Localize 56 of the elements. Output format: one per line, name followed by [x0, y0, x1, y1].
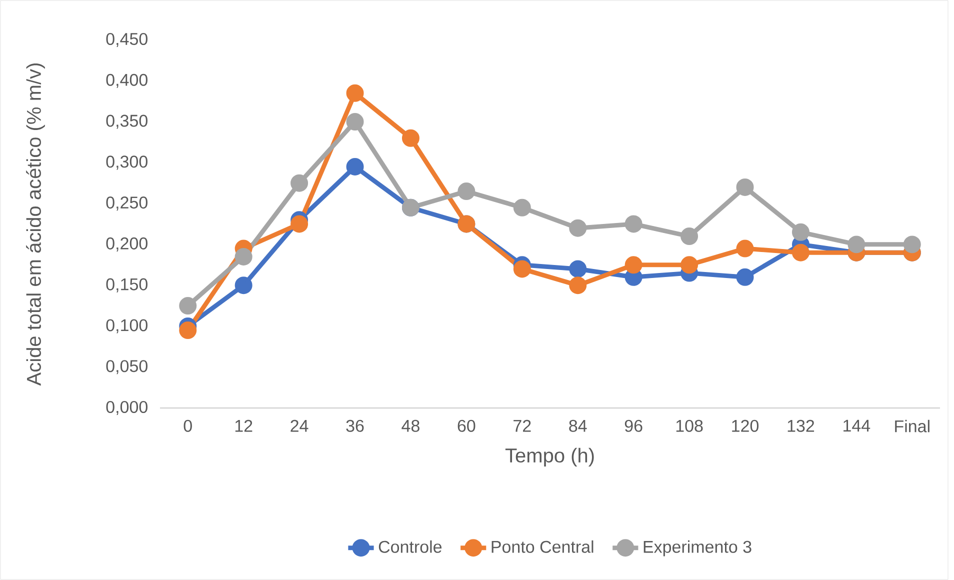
x-tick-label: 48	[402, 420, 420, 432]
legend-label: Experimento 3	[644, 540, 752, 556]
y-tick-label: 0,000	[106, 400, 148, 416]
point	[346, 113, 364, 131]
point	[290, 215, 308, 233]
point	[624, 215, 642, 233]
point	[680, 256, 698, 274]
legend-label: Ponto Central	[492, 540, 594, 553]
point	[290, 174, 308, 192]
y-tick-label: 0,400	[106, 74, 148, 88]
point	[569, 219, 587, 237]
point	[736, 240, 754, 258]
y-tick-label: 0,150	[106, 278, 148, 292]
point	[179, 297, 197, 315]
y-axis-title: Acide total em ácido acético (% m/v)	[26, 64, 45, 386]
point	[179, 322, 197, 340]
y-tick-label: 0,050	[106, 360, 148, 374]
x-tick-label: 84	[569, 420, 587, 432]
y-tick-label: 0,450	[106, 32, 148, 48]
point	[736, 268, 754, 286]
legend-label: Controle	[378, 540, 442, 553]
x-tick-label: 0	[184, 420, 192, 432]
point	[234, 248, 252, 266]
point	[458, 182, 476, 200]
point	[513, 198, 531, 216]
x-tick-label: 108	[676, 420, 703, 432]
y-tick-label: 0,100	[106, 319, 148, 334]
point	[736, 178, 754, 196]
point	[234, 276, 252, 294]
point	[903, 236, 921, 254]
point	[792, 244, 810, 262]
point	[346, 84, 364, 102]
x-tick-label: 60	[458, 420, 476, 432]
point	[402, 129, 420, 147]
point	[680, 228, 698, 246]
point	[569, 276, 587, 294]
y-tick-label: 0,350	[106, 114, 148, 129]
x-tick-label: 12	[235, 420, 252, 432]
x-tick-label: 96	[624, 420, 642, 432]
x-tick-label: 36	[346, 420, 364, 432]
point	[848, 236, 866, 254]
y-tick-label: 0,250	[106, 196, 148, 211]
x-tick-label: 72	[514, 420, 531, 432]
point	[346, 158, 364, 176]
x-tick-label: Final	[895, 420, 930, 432]
point	[569, 260, 587, 278]
y-tick-label: 0,300	[106, 156, 148, 170]
point	[792, 223, 810, 241]
y-tick-label: 0,200	[106, 237, 148, 252]
x-tick-label: 24	[290, 420, 308, 432]
point	[513, 260, 531, 278]
x-tick-label: 132	[788, 420, 814, 432]
x-axis-title: Tempo (h)	[505, 448, 594, 467]
point	[624, 256, 642, 274]
x-tick-label: 144	[844, 420, 870, 432]
x-tick-label: 120	[732, 420, 759, 432]
